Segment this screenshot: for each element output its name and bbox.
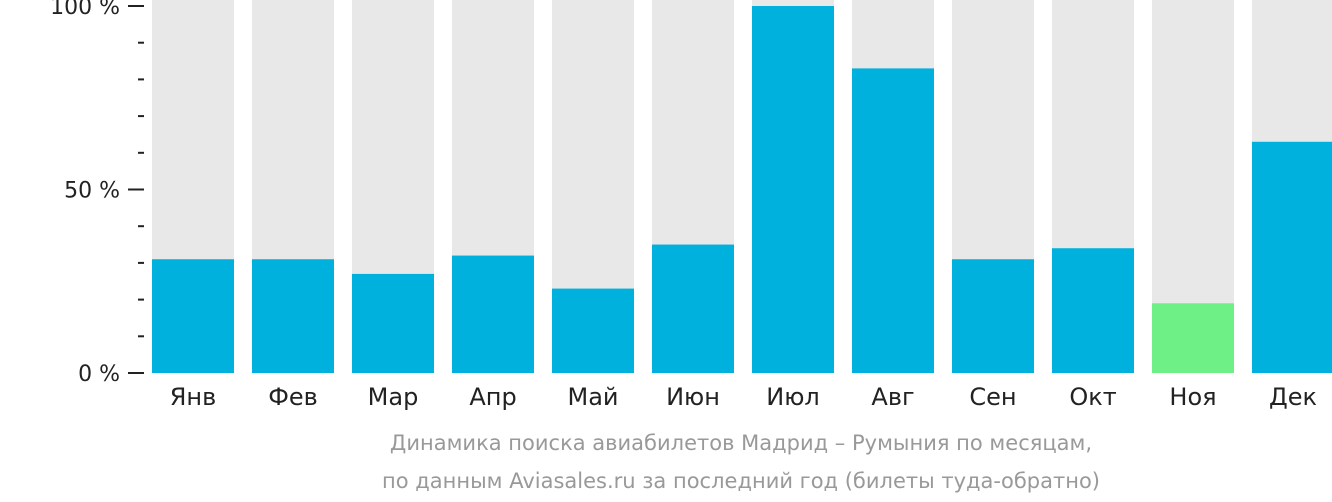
bar-4 (552, 288, 634, 373)
bar-2 (352, 273, 434, 373)
y-axis: 0 % 50 % 100 % (50, 0, 144, 387)
x-tick-label: Фев (268, 383, 318, 411)
caption-line-1: Динамика поиска авиабилетов Мадрид – Рум… (390, 431, 1092, 455)
caption-line-2: по данным Aviasales.ru за последний год … (382, 469, 1100, 493)
x-tick-label: Апр (469, 383, 516, 411)
bar-9 (1052, 248, 1134, 373)
x-tick-label: Ноя (1169, 383, 1216, 411)
bar-10 (1152, 303, 1234, 373)
x-tick-label: Авг (871, 383, 914, 411)
x-tick-label: Окт (1069, 383, 1116, 411)
x-tick-label: Июн (666, 383, 720, 411)
bar-11 (1252, 141, 1332, 373)
x-tick-label: Янв (170, 383, 217, 411)
x-tick-label: Мар (368, 383, 419, 411)
y-tick-label: 0 % (78, 362, 120, 387)
chart-caption: Динамика поиска авиабилетов Мадрид – Рум… (382, 431, 1100, 493)
bars (152, 0, 1332, 373)
x-tick-label: Дек (1269, 383, 1317, 411)
x-tick-label: Май (567, 383, 618, 411)
y-tick-label: 50 % (64, 179, 120, 204)
x-axis-labels: Янв Фев Мар Апр Май Июн Июл Авг Сен Окт Ноя Дек (170, 383, 1317, 411)
bar-8 (952, 259, 1034, 373)
bar-5 (652, 244, 734, 373)
bar-1 (252, 259, 334, 373)
x-tick-label: Июл (766, 383, 820, 411)
bar-3 (452, 255, 534, 373)
bar-0 (152, 259, 234, 373)
y-tick-label: 100 % (50, 0, 120, 20)
x-tick-label: Сен (969, 383, 1016, 411)
bar-7 (852, 68, 934, 373)
bar-6 (752, 6, 834, 373)
